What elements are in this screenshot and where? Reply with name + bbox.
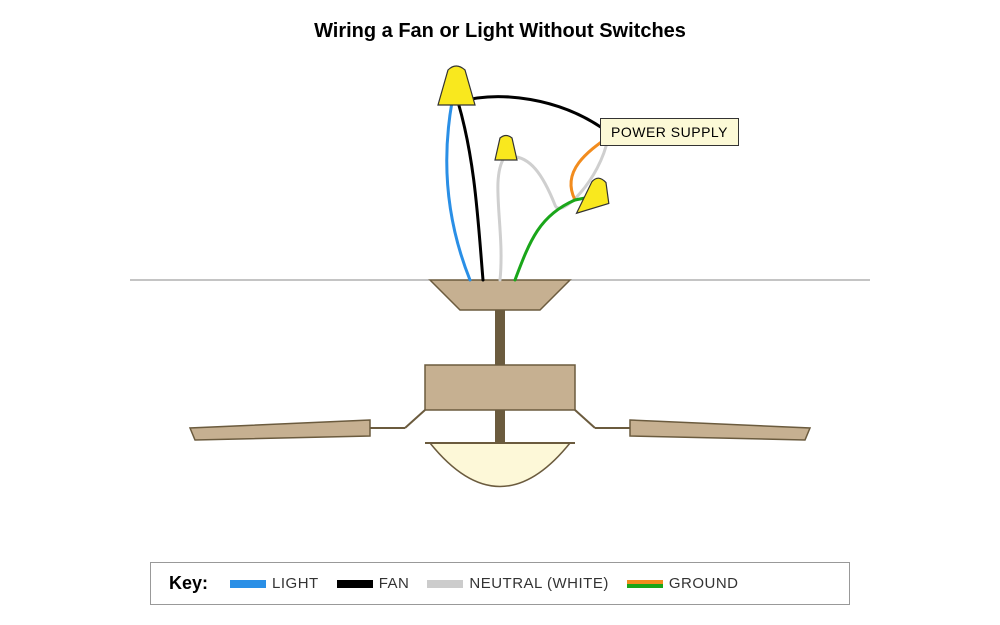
legend-chip-fan	[337, 580, 373, 588]
wire-nut-middle	[495, 136, 517, 161]
wire-nut-top	[438, 66, 475, 105]
legend-item-neutral: NEUTRAL (WHITE)	[427, 575, 608, 592]
legend-item-fan: FAN	[337, 575, 410, 592]
fan-blade-right	[630, 420, 810, 440]
fan-light-dome	[430, 443, 570, 487]
legend-chip-neutral	[427, 580, 463, 588]
wiring-diagram	[0, 50, 1000, 550]
legend-item-ground: GROUND	[627, 575, 739, 592]
legend: Key: LIGHT FAN NEUTRAL (WHITE) GROUND	[150, 562, 850, 605]
fan-motor	[425, 365, 575, 410]
wire-light	[447, 102, 470, 280]
legend-item-light: LIGHT	[230, 575, 319, 592]
fan-blade-left	[190, 420, 370, 440]
diagram-title: Wiring a Fan or Light Without Switches	[0, 20, 1000, 43]
legend-key-label: Key:	[169, 573, 208, 594]
power-supply-label: POWER SUPPLY	[600, 118, 739, 146]
wire-ground-fan	[515, 198, 585, 280]
fan-downrod	[495, 310, 505, 365]
fan-lower-rod	[495, 410, 505, 443]
legend-chip-ground	[627, 580, 663, 588]
fan-canopy	[430, 280, 570, 310]
legend-chip-light	[230, 580, 266, 588]
